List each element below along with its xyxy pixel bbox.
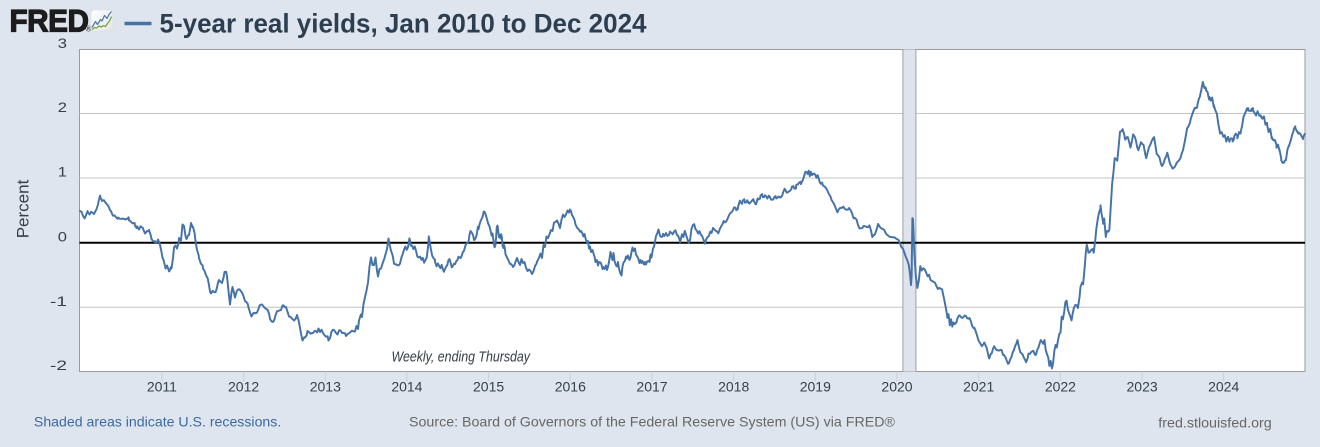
svg-text:2020: 2020: [881, 379, 912, 395]
svg-text:2015: 2015: [473, 379, 504, 395]
svg-text:2013: 2013: [310, 379, 341, 395]
svg-text:2021: 2021: [963, 379, 994, 395]
svg-text:FRED: FRED: [10, 3, 89, 39]
svg-text:fred.stlouisfed.org: fred.stlouisfed.org: [1158, 415, 1271, 430]
svg-text:0: 0: [58, 229, 67, 245]
svg-text:Source: Board of Governors of: Source: Board of Governors of the Federa…: [409, 415, 895, 430]
svg-text:-2: -2: [50, 357, 67, 373]
svg-text:2: 2: [58, 99, 67, 115]
svg-text:2017: 2017: [636, 379, 667, 395]
svg-text:2018: 2018: [718, 379, 749, 395]
svg-text:2012: 2012: [228, 379, 259, 395]
svg-text:3: 3: [58, 35, 67, 51]
svg-text:Weekly, ending Thursday: Weekly, ending Thursday: [392, 350, 532, 366]
svg-text:2019: 2019: [800, 379, 831, 395]
svg-text:5-year real yields, Jan 2010 t: 5-year real yields, Jan 2010 to Dec 2024: [160, 9, 647, 39]
svg-text:2024: 2024: [1208, 379, 1239, 395]
svg-text:Percent: Percent: [14, 179, 33, 238]
svg-text:Shaded areas indicate U.S. rec: Shaded areas indicate U.S. recessions.: [34, 415, 281, 430]
svg-text:-1: -1: [50, 293, 67, 309]
svg-text:2023: 2023: [1127, 379, 1158, 395]
svg-text:2016: 2016: [555, 379, 586, 395]
svg-text:2011: 2011: [147, 379, 177, 395]
svg-text:2014: 2014: [391, 379, 422, 395]
svg-text:®: ®: [86, 25, 92, 34]
svg-text:1: 1: [58, 164, 67, 180]
svg-text:2022: 2022: [1045, 379, 1076, 395]
